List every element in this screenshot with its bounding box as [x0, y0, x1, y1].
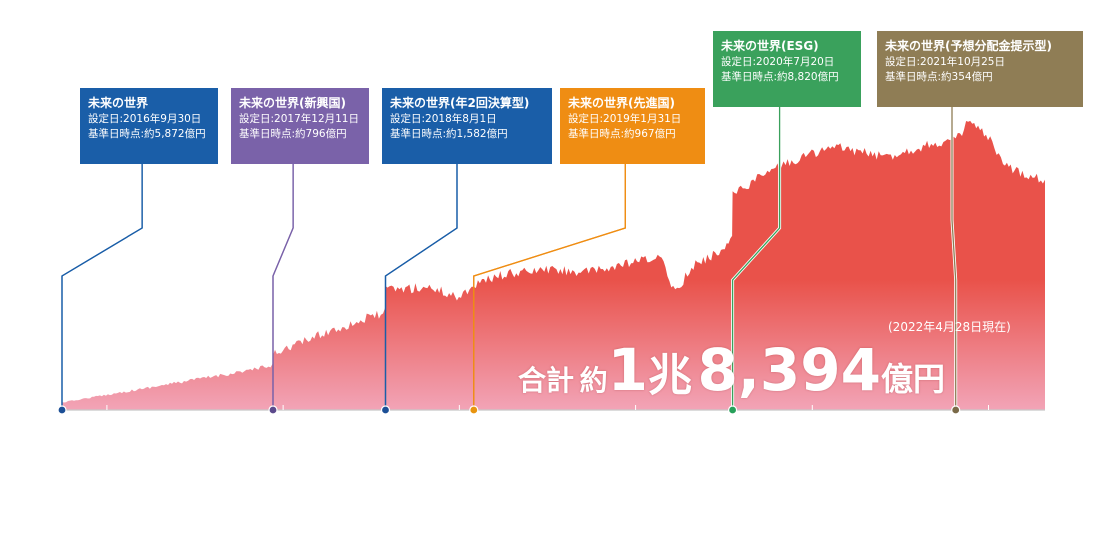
leader-line-2	[384, 164, 458, 410]
fund-callout-emerging: 未来の世界(新興国) 設定日:2017年12月11日 基準日時点:約796億円	[231, 88, 369, 164]
fund-name: 未来の世界(予想分配金提示型)	[885, 39, 1052, 53]
total-approx: 約	[579, 364, 608, 397]
leader-line-1	[272, 164, 294, 410]
launch-date-markers	[57, 405, 961, 415]
fund-name: 未来の世界(先進国)	[568, 96, 675, 110]
fund-name: 未来の世界(年2回決算型)	[390, 96, 530, 110]
total-assets-headline: 合計 約1兆 8,394億円	[518, 336, 945, 404]
launch-marker-4	[727, 405, 738, 415]
fund-setup-date: 設定日:2021年10月25日	[885, 56, 1005, 68]
fund-assets: 基準日時点:約8,820億円	[721, 71, 839, 83]
total-amount: 8,394	[697, 336, 882, 404]
fund-callout-mirai: 未来の世界 設定日:2016年9月30日 基準日時点:約5,872億円	[80, 88, 218, 164]
fund-setup-date: 設定日:2019年1月31日	[568, 113, 682, 125]
fund-setup-date: 設定日:2017年12月11日	[239, 113, 359, 125]
launch-marker-3	[469, 405, 479, 415]
total-amount-unit: 億円	[881, 360, 946, 398]
total-prefix: 合計	[518, 364, 575, 397]
fund-callout-developed: 未来の世界(先進国) 設定日:2019年1月31日 基準日時点:約967億円	[560, 88, 705, 164]
fund-name: 未来の世界(ESG)	[721, 39, 819, 53]
launch-marker-0	[57, 405, 67, 415]
total-trillion-unit: 兆	[647, 350, 692, 401]
fund-name: 未来の世界	[88, 96, 149, 110]
leader-line-5	[951, 107, 957, 410]
leader-line-0	[61, 164, 143, 410]
leader-line-3	[473, 164, 626, 410]
fund-assets: 基準日時点:約796億円	[239, 128, 347, 140]
leader-line-halo-0	[61, 164, 143, 410]
fund-assets: 基準日時点:約967億円	[568, 128, 676, 140]
fund-setup-date: 設定日:2018年8月1日	[390, 113, 497, 125]
total-assets-area	[62, 120, 1045, 411]
as-of-date: (2022年4月28日現在)	[888, 320, 1011, 334]
fund-name: 未来の世界(新興国)	[239, 96, 346, 110]
x-axis-ticks	[106, 405, 990, 410]
launch-marker-1	[268, 405, 278, 415]
total-trillion: 1	[607, 336, 648, 404]
fund-assets: 基準日時点:約5,872億円	[88, 128, 206, 140]
launch-marker-2	[380, 405, 391, 415]
fund-setup-date: 設定日:2016年9月30日	[88, 113, 202, 125]
fund-setup-date: 設定日:2020年7月20日	[721, 56, 835, 68]
fund-callout-distribution: 未来の世界(予想分配金提示型) 設定日:2021年10月25日 基準日時点:約3…	[877, 31, 1083, 107]
leader-line-4	[731, 107, 781, 410]
fund-assets: 基準日時点:約354億円	[885, 71, 993, 83]
fund-callout-esg: 未来の世界(ESG) 設定日:2020年7月20日 基準日時点:約8,820億円	[713, 31, 861, 107]
launch-marker-5	[951, 405, 961, 415]
annotation-leader-lines	[61, 107, 958, 410]
fund-assets: 基準日時点:約1,582億円	[390, 128, 508, 140]
fund-callout-semiannual: 未来の世界(年2回決算型) 設定日:2018年8月1日 基準日時点:約1,582…	[382, 88, 552, 164]
